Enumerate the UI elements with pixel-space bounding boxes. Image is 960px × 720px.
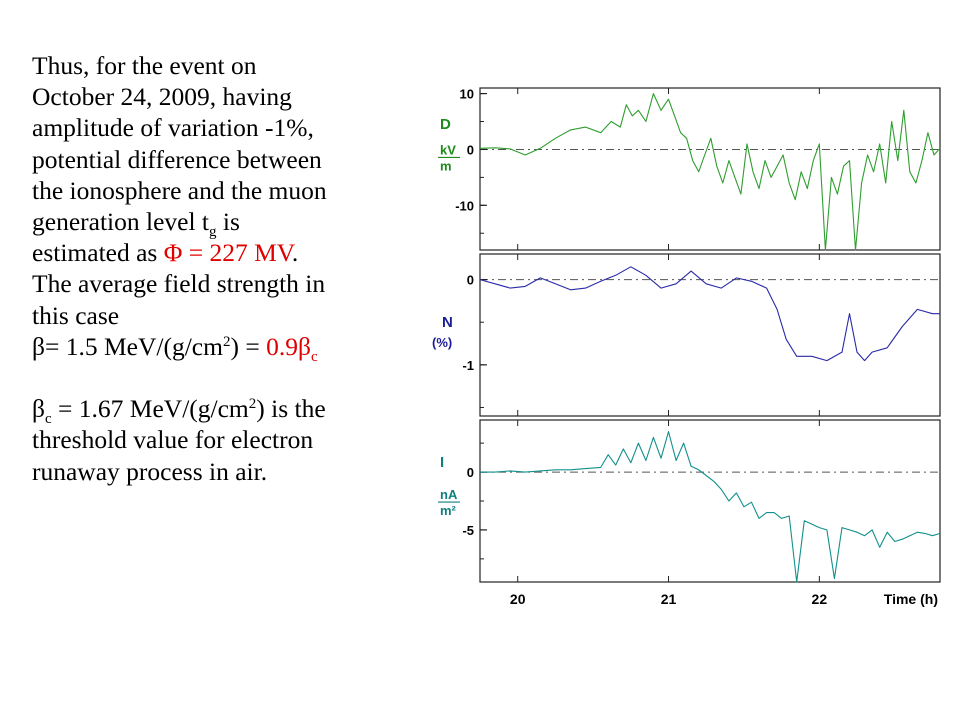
- panel-quantity-label: D: [440, 116, 451, 133]
- beta-ratio-highlight: 0.9βc: [266, 331, 318, 365]
- text-fragment: 0.9β: [266, 331, 311, 361]
- text-line: runaway process in air.: [32, 456, 268, 486]
- y-tick-label: -10: [455, 198, 474, 213]
- text-line: this case: [32, 300, 120, 330]
- text-line: the ionosphere and the muon: [32, 175, 327, 205]
- text-line: The average field strength in: [32, 269, 326, 299]
- text-line: β= 1.5 MeV/(g/cm2) = 0.9βc: [32, 331, 407, 365]
- series-line: [480, 431, 941, 583]
- panel-quantity-label: I: [440, 454, 444, 471]
- text-fragment: .: [291, 238, 299, 268]
- y-tick-label: -1: [462, 358, 474, 373]
- x-axis-title: Time (h): [884, 591, 938, 607]
- panel-frame: [479, 87, 941, 251]
- x-tick-label: 22: [812, 591, 828, 607]
- text-fragment: is: [216, 207, 240, 237]
- text-fragment: ) is the: [256, 394, 326, 424]
- panel-frame: [479, 253, 941, 417]
- text-line: potential difference between: [32, 144, 322, 174]
- x-tick-label: 21: [661, 591, 677, 607]
- text-line: generation level tg is: [32, 206, 407, 241]
- y-tick-label: 0: [467, 465, 474, 480]
- text-line: October 24, 2009, having: [32, 82, 292, 112]
- series-line: [479, 93, 941, 251]
- unit-numerator: kV: [440, 142, 456, 157]
- panel-unit-label: (%): [432, 335, 452, 350]
- panel-frame: [479, 419, 941, 583]
- text-line: threshold value for electron: [32, 425, 314, 455]
- text-line: βc = 1.67 MeV/(g/cm2) is the: [32, 393, 407, 428]
- x-tick-label: 20: [510, 591, 526, 607]
- y-tick-label: -5: [462, 523, 474, 538]
- panel-quantity-label: N: [442, 314, 453, 331]
- series-line: [479, 266, 940, 362]
- superscript: 2: [222, 333, 231, 350]
- text-fragment: generation level t: [32, 207, 210, 237]
- potential-value-highlight: Φ = 227 MV: [163, 238, 292, 268]
- text-line: amplitude of variation -1%,: [32, 113, 314, 143]
- spacer: [32, 362, 407, 393]
- unit-denominator: m²: [440, 503, 457, 518]
- explanation-text: Thus, for the event on October 24, 2009,…: [32, 50, 407, 487]
- subscript: g: [209, 224, 217, 241]
- y-tick-label: 0: [467, 273, 474, 288]
- text-fragment: β: [32, 394, 45, 424]
- text-line: Thus, for the event on: [32, 51, 257, 80]
- subscript: c: [310, 348, 318, 365]
- text-fragment: ) =: [230, 331, 267, 361]
- text-fragment: β= 1.5 MeV/(g/cm: [32, 331, 223, 361]
- superscript: 2: [248, 396, 257, 413]
- subscript: c: [44, 411, 52, 428]
- text-line: estimated as Φ = 227 MV.: [32, 237, 407, 268]
- unit-denominator: m: [440, 158, 452, 173]
- text-fragment: estimated as: [32, 238, 164, 268]
- y-tick-label: 0: [467, 142, 474, 157]
- text-fragment: = 1.67 MeV/(g/cm: [51, 394, 249, 424]
- unit-numerator: nA: [440, 487, 458, 502]
- y-tick-label: 10: [460, 87, 474, 102]
